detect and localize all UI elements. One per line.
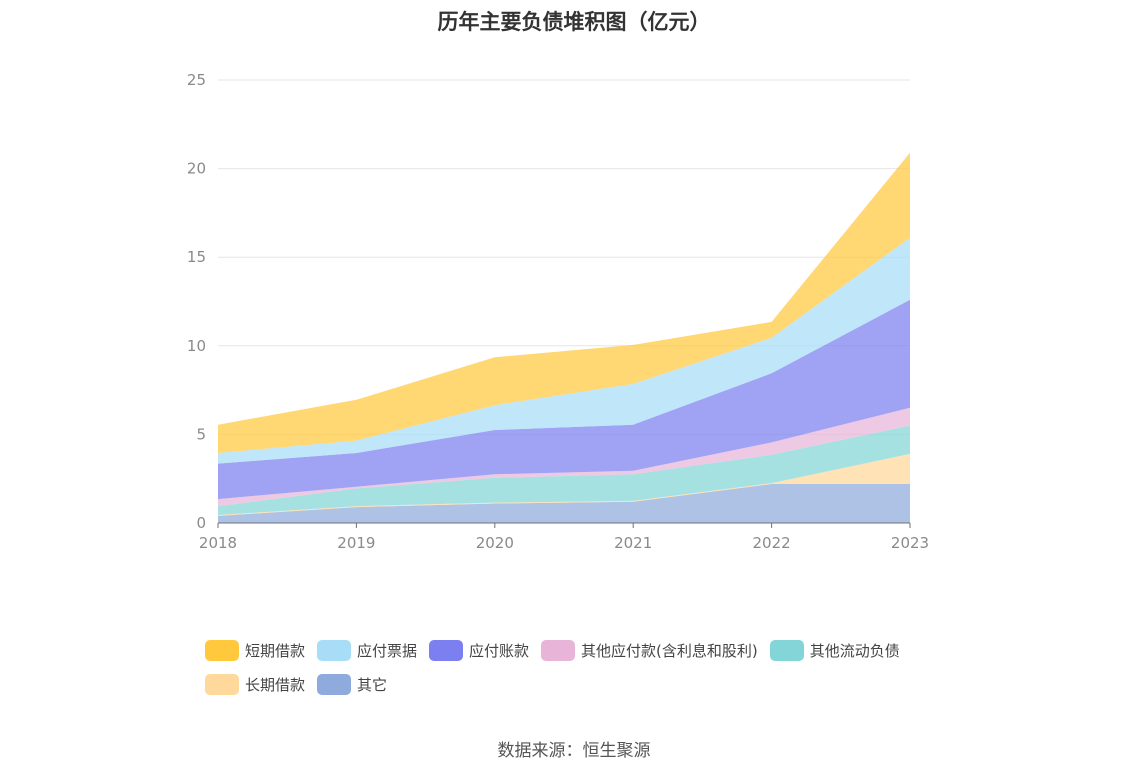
legend-label: 长期借款 [245,675,306,694]
legend-label: 应付账款 [469,641,530,660]
legend-swatch [769,639,804,661]
axes: 0 5 10 15 20 25 2018 2019 2020 2021 2022 2023 [187,71,929,552]
area-series-0 [218,484,910,523]
y-tick-label: 15 [187,248,206,266]
legend-swatch [205,639,239,661]
legend-label: 其他流动负债 [809,641,900,660]
legend-swatch [429,639,464,661]
area-series [218,152,910,523]
legend-swatch [205,673,239,695]
legend-item[interactable]: 短期借款 [205,638,305,662]
legend-item[interactable]: 应付票据 [317,638,417,662]
x-tick-label: 2020 [476,534,514,552]
legend-item[interactable]: 应付账款 [429,638,529,662]
legend-swatch [317,673,352,695]
x-tick-label: 2022 [753,534,791,552]
data-source: 数据来源：恒生聚源 [497,741,651,761]
legend-label: 应付票据 [357,641,418,660]
area-series-6 [218,152,910,453]
legend-label: 其他应付款(含利息和股利) [581,641,758,660]
x-tick-label: 2019 [337,534,375,552]
y-tick-label: 25 [187,71,206,89]
legend-item[interactable]: 其他应付款(含利息和股利) [541,638,758,662]
x-tick-label: 2018 [199,534,237,552]
legend-swatch [541,639,576,661]
y-tick-label: 5 [196,425,206,443]
area-series-3 [218,407,910,507]
y-tick-label: 10 [187,337,206,355]
y-tick-label: 0 [196,514,206,532]
legend-item[interactable]: 其它 [317,672,387,696]
legend: 短期借款 应付票据 应付账款 其他应付款(含利息和股利) 其他流动负债长期借款 其它 [205,638,965,706]
legend-swatch [317,639,352,661]
legend-label: 短期借款 [245,641,306,660]
chart-title: 历年主要负债堆积图（亿元） [437,10,711,34]
legend-item[interactable]: 其他流动负债 [769,638,900,662]
y-tick-label: 20 [187,160,206,178]
area-series-2 [218,425,910,515]
legend-label: 其它 [357,675,388,694]
legend-item[interactable]: 长期借款 [205,672,305,696]
x-tick-label: 2021 [614,534,652,552]
area-series-5 [218,237,910,464]
x-tick-label: 2023 [891,534,929,552]
area-series-4 [218,299,910,500]
